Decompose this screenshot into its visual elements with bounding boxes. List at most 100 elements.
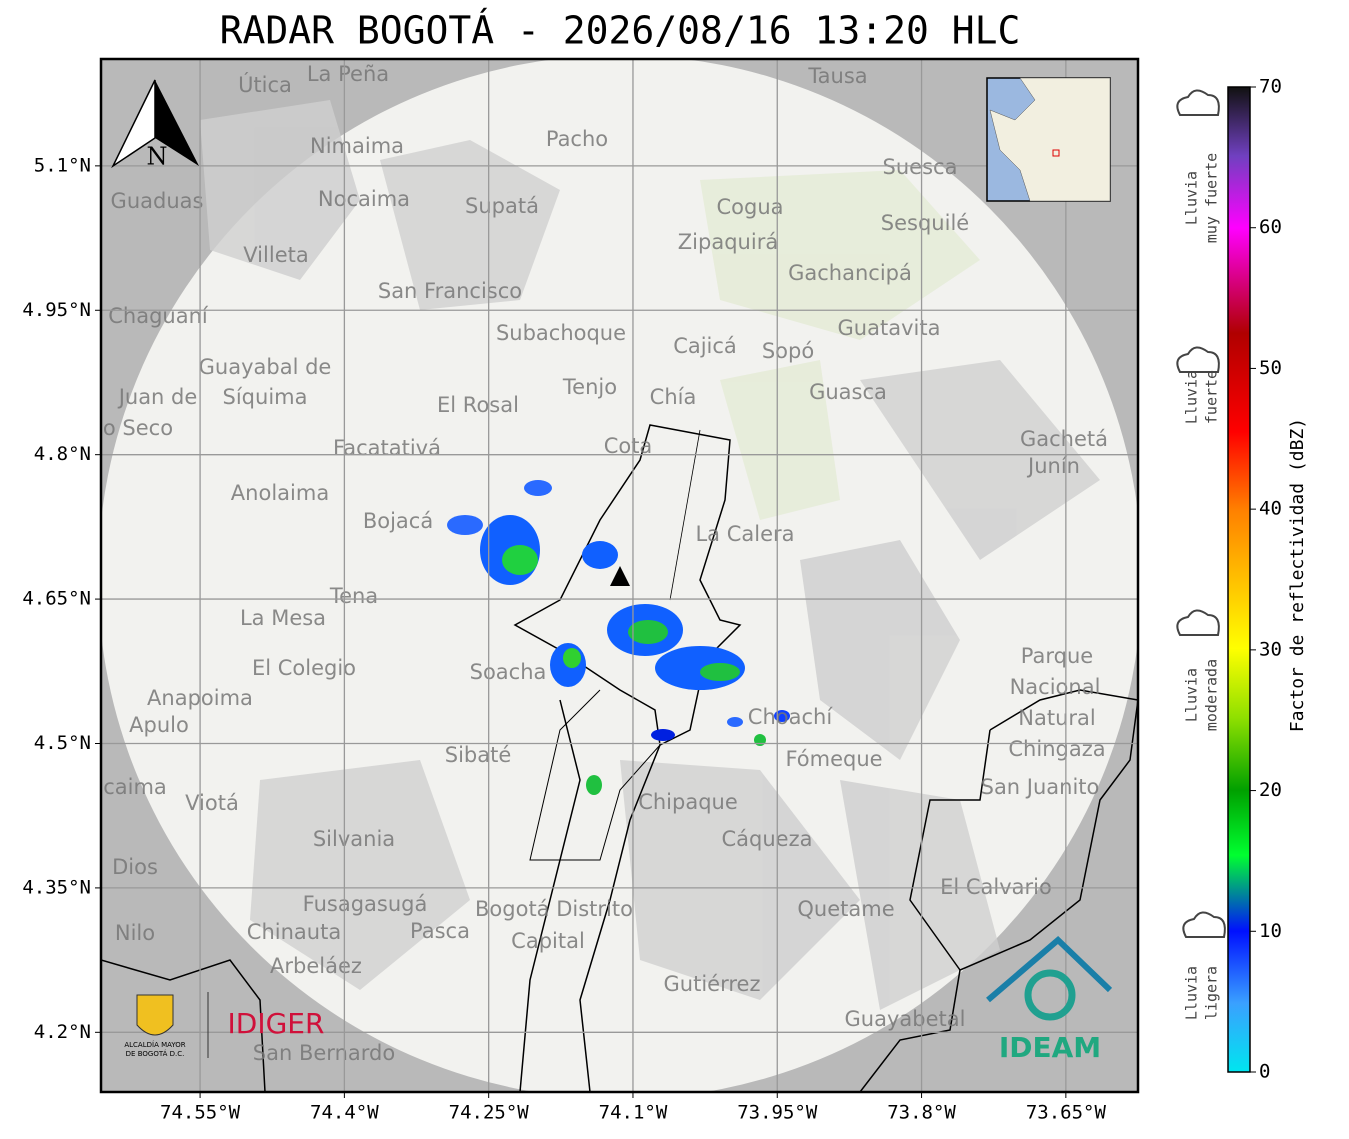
place-label: San Francisco (378, 279, 522, 303)
place-label: Chipaque (638, 790, 738, 814)
place-label: Tena (329, 584, 378, 608)
place-label: Gachancipá (788, 261, 912, 285)
colorbar-label: Factor de reflectividad (dBZ) (1287, 418, 1308, 732)
place-label: Zipaquirá (678, 230, 778, 254)
rain-level-label: ligera (1203, 966, 1221, 1020)
place-label: Gutiérrez (664, 972, 761, 996)
y-tick-label: 5.1°N (34, 154, 91, 176)
rain-icons (1176, 89, 1226, 938)
place-label: Viotá (185, 791, 239, 815)
place-labels: La Peña Útica Tausa Pacho Nimaima Guaduas Noca… (103, 62, 1108, 1065)
x-tick-label: 73.65°W (1026, 1102, 1107, 1124)
place-label: Supatá (465, 194, 539, 218)
place-label: El Colegio (252, 656, 356, 680)
place-label: Capital (511, 929, 585, 953)
rain-level-label: Lluvia (1183, 966, 1201, 1020)
place-label: La Calera (695, 522, 794, 546)
colorbar (1227, 86, 1251, 1073)
place-label: Guasca (809, 380, 887, 404)
place-label: El Rosal (437, 393, 519, 417)
place-label: Juan de (117, 385, 198, 409)
place-label: Síquima (223, 385, 308, 409)
place-label: Gachetá (1020, 427, 1108, 451)
place-label: Facatativá (333, 436, 441, 460)
place-label: Bojacá (363, 509, 433, 533)
colorbar-tick-label: 40 (1259, 498, 1282, 520)
place-label: Chingaza (1008, 737, 1105, 761)
rain-level-label: moderada (1203, 659, 1221, 731)
map-frame (99, 57, 1140, 1094)
idiger-logo: IDIGER (228, 1007, 325, 1040)
place-label: Nimaima (310, 134, 404, 158)
place-label: Cogua (716, 195, 783, 219)
place-label: Nilo (115, 921, 155, 945)
y-tick-label: 4.2°N (34, 1021, 91, 1043)
rain-level-label: muy fuerte (1203, 153, 1221, 243)
place-label: Tausa (807, 64, 867, 88)
place-label: Chinauta (247, 920, 341, 944)
place-label: Nacional (1010, 675, 1101, 699)
place-label: Soacha (470, 660, 547, 684)
y-tick-label: 4.65°N (22, 588, 91, 610)
place-label: Guatavita (838, 316, 941, 340)
alcaldia-logo: ALCALDÍA MAYOR DE BOGOTÁ D.C. IDIGER (124, 992, 324, 1058)
x-tick-label: 74.4°W (310, 1102, 379, 1124)
ideam-text: IDEAM (999, 1031, 1101, 1064)
colorbar-tick-label: 70 (1259, 76, 1282, 98)
place-label: Parque (1021, 644, 1093, 668)
place-label: Pasca (410, 919, 470, 943)
place-label: La Mesa (240, 606, 326, 630)
north-label: N (147, 143, 168, 171)
place-label: Subachoque (496, 321, 626, 345)
alcaldia-line: DE BOGOTÁ D.C. (126, 1049, 185, 1058)
place-label: Villeta (243, 243, 308, 267)
place-label: Chía (650, 385, 697, 409)
place-label: Arbeláez (270, 954, 362, 978)
place-label: San Bernardo (253, 1041, 395, 1065)
place-label: Quetame (797, 897, 894, 921)
radar-site (610, 566, 630, 586)
place-label: Anolaima (231, 481, 329, 505)
colorbar-tick-label: 10 (1259, 920, 1282, 942)
colorbar-tick-label: 30 (1259, 638, 1282, 660)
y-tick-label: 4.8°N (34, 443, 91, 465)
x-tick-label: 74.55°W (160, 1102, 241, 1124)
place-label: Dios (112, 855, 158, 879)
rain-level-label: Lluvia (1183, 171, 1201, 225)
place-label: Suesca (883, 155, 958, 179)
place-label: caima (103, 775, 167, 799)
terrain (200, 100, 1100, 1010)
rain-level-label: Lluvia (1183, 668, 1201, 722)
ideam-logo: IDEAM (986, 935, 1113, 1064)
x-tick-label: 74.25°W (449, 1102, 530, 1124)
north-arrow: N (111, 79, 199, 171)
x-tick-label: 73.95°W (737, 1102, 818, 1124)
inset-map (986, 77, 1111, 202)
x-tick-label: 73.8°W (887, 1102, 956, 1124)
place-label: La Peña (307, 62, 389, 86)
place-label: El Calvario (940, 875, 1052, 899)
rain-level-label: Lluvia (1183, 370, 1201, 424)
map: La Peña Útica Tausa Pacho Nimaima Guaduas Noca… (101, 59, 1138, 1092)
place-label: Guayabetal (845, 1007, 966, 1031)
x-tick-label: 74.1°W (599, 1102, 668, 1124)
place-label: Útica (238, 72, 292, 97)
place-label: Tenjo (562, 375, 617, 399)
place-label: o Seco (103, 416, 173, 440)
colorbar-tick-label: 50 (1259, 357, 1282, 379)
rain-level-label: fuerte (1203, 370, 1221, 424)
radar-echoes (447, 480, 790, 795)
colorbar-tick-label: 60 (1259, 216, 1282, 238)
place-label: Cota (604, 434, 653, 458)
y-tick-label: 4.95°N (22, 299, 91, 321)
place-label: Apulo (129, 713, 189, 737)
place-label: Natural (1018, 706, 1095, 730)
place-label: Bogotá Distrito (475, 897, 633, 921)
colorbar-tick-label: 0 (1259, 1061, 1270, 1083)
colorbar-ticks: 0 10 20 30 40 50 60 70 (1250, 76, 1282, 1083)
place-label: Sesquilé (881, 211, 969, 235)
grid (101, 59, 1138, 1092)
place-label: Junín (1026, 454, 1080, 478)
place-label: Sibaté (445, 743, 512, 767)
